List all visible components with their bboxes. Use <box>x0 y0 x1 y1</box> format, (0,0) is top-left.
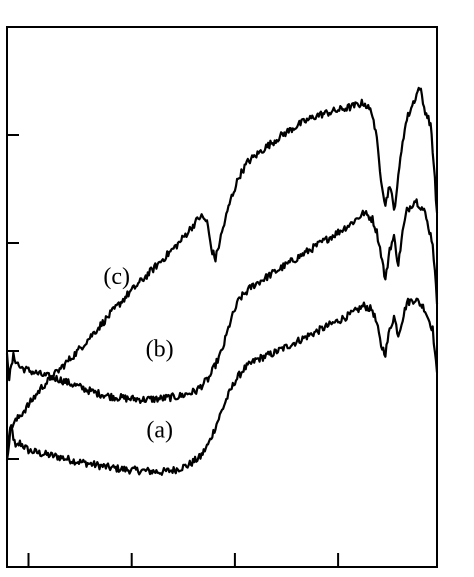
tick-marks <box>7 134 340 567</box>
plot-frame <box>6 26 438 568</box>
series-line-a <box>6 297 439 476</box>
series-lines <box>5 86 439 476</box>
series-label-b: (b) <box>146 336 174 362</box>
series-labels: (a) (b) (c) <box>103 264 173 443</box>
series-label-a: (a) <box>146 417 173 443</box>
series-label-c: (c) <box>103 264 130 290</box>
series-line-c <box>5 86 439 461</box>
series-line-b <box>5 198 439 404</box>
